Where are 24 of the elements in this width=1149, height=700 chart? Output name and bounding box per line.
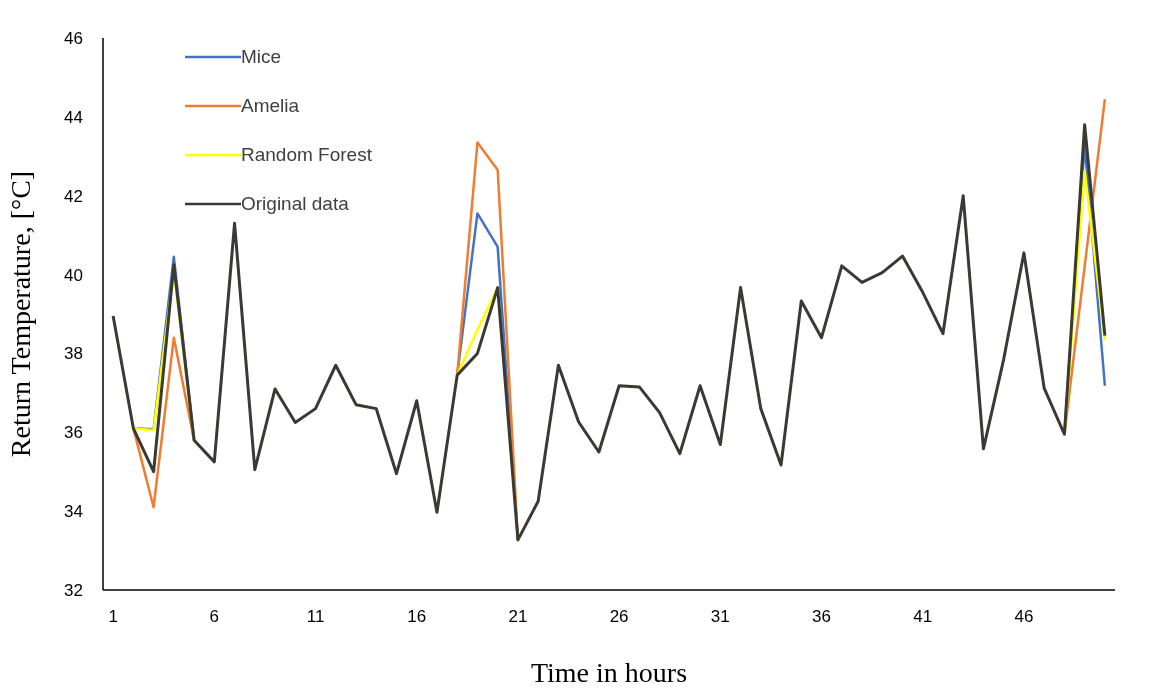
x-tick-label: 31 — [710, 607, 730, 627]
y-tick-label: 36 — [64, 423, 83, 443]
x-tick-label: 16 — [407, 607, 427, 627]
x-tick-label: 6 — [209, 607, 220, 627]
legend-label: Amelia — [241, 94, 300, 117]
y-tick-label: 44 — [64, 107, 83, 127]
x-tick-label: 41 — [913, 607, 933, 627]
legend-label: Original data — [241, 192, 349, 215]
x-tick-label: 11 — [306, 607, 325, 627]
x-tick-label: 46 — [1014, 607, 1034, 627]
y-tick-label: 38 — [64, 344, 83, 364]
x-tick-label: 36 — [812, 607, 831, 627]
x-tick-label: 21 — [508, 607, 528, 627]
y-tick-label: 32 — [64, 581, 83, 601]
y-tick-label: 34 — [64, 502, 83, 522]
y-tick-label: 42 — [64, 186, 83, 206]
y-tick-label: 46 — [64, 29, 83, 49]
x-tick-label: 26 — [609, 607, 629, 627]
x-tick-label: 1 — [108, 607, 118, 627]
legend-label: Mice — [241, 45, 282, 68]
y-axis-title: Return Temperature, [°C] — [4, 170, 36, 458]
y-tick-label: 40 — [64, 265, 83, 285]
legend-label: Random Forest — [241, 143, 372, 166]
x-axis-title: Time in hours — [530, 657, 688, 688]
